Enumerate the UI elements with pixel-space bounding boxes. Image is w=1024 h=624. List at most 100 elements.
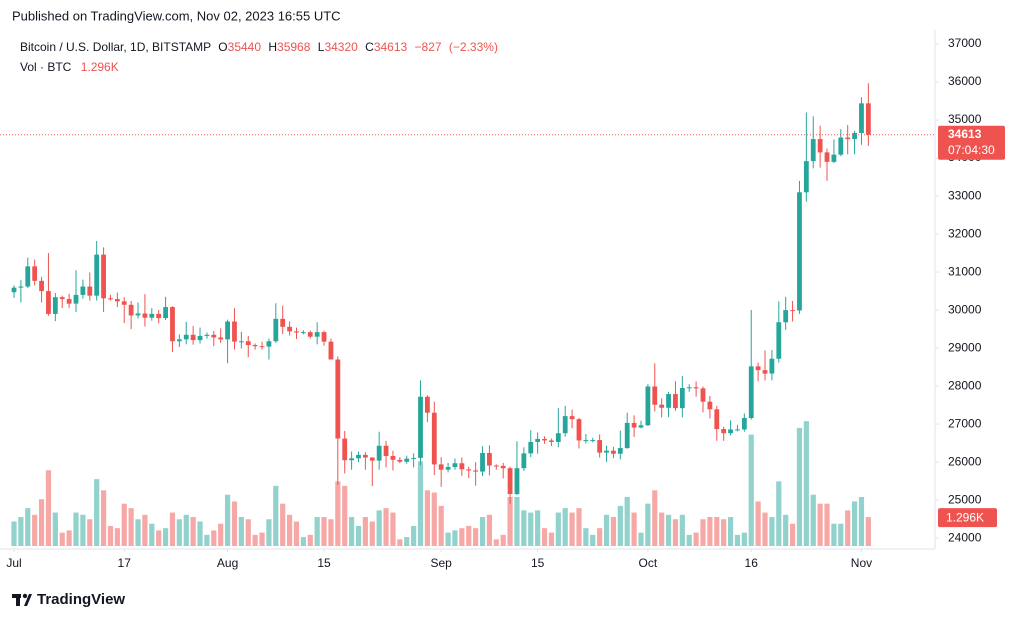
volume-bar <box>411 525 417 546</box>
candle-body <box>156 313 162 319</box>
volume-bar <box>431 492 437 546</box>
volume-bar <box>273 485 279 546</box>
volume-bar <box>493 539 499 546</box>
candle-body <box>383 445 389 457</box>
candle-body <box>218 337 224 340</box>
y-tick-label: 32000 <box>948 226 982 240</box>
volume-bar <box>762 512 768 546</box>
volume-value: 1.296K <box>81 60 119 74</box>
volume-bar <box>211 530 217 546</box>
candle-body <box>342 438 348 461</box>
volume-bar <box>562 508 568 546</box>
volume-bar <box>521 510 527 546</box>
x-tick-label: Oct <box>639 556 658 570</box>
candle-body <box>721 429 727 434</box>
volume-bar <box>645 503 651 546</box>
volume-bar <box>176 519 182 546</box>
volume-bar <box>342 485 348 546</box>
x-tick-label: Nov <box>851 556 872 570</box>
volume-legend: Vol · BTC 1.296K <box>20 60 119 74</box>
candle-body <box>604 450 609 453</box>
candle-body <box>418 396 423 458</box>
candle-body <box>549 440 554 442</box>
candle-body <box>748 366 754 419</box>
candle-body <box>790 310 795 312</box>
candle-body <box>466 469 472 471</box>
candle-body <box>769 358 775 374</box>
candle-body <box>232 321 237 342</box>
candle-body <box>597 440 603 453</box>
volume-bar <box>845 510 851 546</box>
candle-body <box>624 422 630 449</box>
y-tick-label: 25000 <box>948 492 982 506</box>
candle-body <box>390 456 396 460</box>
volume-bar <box>245 519 251 546</box>
volume-bar <box>445 532 451 546</box>
volume-bar <box>142 514 148 546</box>
candle-body <box>514 468 520 495</box>
candle-body <box>163 307 168 319</box>
volume-bar <box>218 523 224 546</box>
volume-bar <box>11 521 17 546</box>
volume-bar <box>100 490 107 546</box>
candle-body <box>280 318 286 327</box>
candle-body <box>528 441 534 454</box>
candle-body <box>838 137 844 155</box>
candle-body <box>438 464 444 470</box>
change: −827 <box>415 40 442 54</box>
candle-body <box>225 321 230 340</box>
candle-body <box>562 416 568 434</box>
symbol: Bitcoin / U.S. Dollar, 1D, BITSTAMP <box>20 40 211 54</box>
candle-body <box>101 254 106 299</box>
volume-bar <box>349 517 355 546</box>
candle-body <box>707 401 713 410</box>
volume-bar <box>838 523 844 546</box>
volume-bar <box>610 517 617 546</box>
volume-bar <box>479 517 486 546</box>
candle-body <box>686 387 692 389</box>
volume-bar <box>307 534 313 546</box>
volume-bar <box>714 517 720 546</box>
candle-body <box>659 404 665 408</box>
x-tick-label: Sep <box>431 556 453 570</box>
volume-bar <box>631 512 637 546</box>
volume-bar <box>424 490 430 546</box>
candle-body <box>762 370 768 374</box>
candle-body <box>335 359 341 439</box>
volume-bar <box>280 503 286 546</box>
volume-bar <box>314 517 320 546</box>
volume-bar <box>776 481 782 546</box>
x-tick-label: Jul <box>6 556 21 570</box>
candle-body <box>349 458 355 461</box>
volume-bar <box>851 501 858 546</box>
volume-bar <box>528 512 534 546</box>
volume-bar <box>259 532 265 546</box>
candle-body <box>287 326 292 332</box>
volume-bar <box>624 496 630 546</box>
candle-body <box>645 386 651 426</box>
volume-bar <box>45 470 52 546</box>
last-price-label: 34613 <box>948 127 982 141</box>
candle-body <box>569 416 575 420</box>
x-tick-label: 15 <box>531 556 545 570</box>
candle-body <box>755 366 761 371</box>
candle-body <box>817 139 823 153</box>
volume-bar <box>514 496 520 546</box>
volume-bar <box>59 532 65 546</box>
candle-body <box>865 103 871 135</box>
volume-bar <box>252 534 258 546</box>
y-tick-label: 27000 <box>948 416 982 430</box>
footer-logo <box>12 593 32 606</box>
candle-body <box>170 307 175 342</box>
candle-body <box>11 287 17 293</box>
volume-bar <box>769 517 775 546</box>
candle-body <box>783 310 789 323</box>
candle-body <box>521 453 527 469</box>
candle-body <box>845 137 851 140</box>
candle-body <box>204 334 210 336</box>
candle-body <box>321 332 327 342</box>
volume-bar <box>700 519 706 546</box>
y-tick-label: 24000 <box>948 530 982 544</box>
candle-body <box>307 332 313 337</box>
volume-bar <box>369 521 375 546</box>
